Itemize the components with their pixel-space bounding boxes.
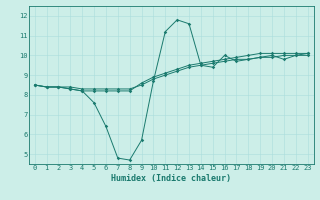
- X-axis label: Humidex (Indice chaleur): Humidex (Indice chaleur): [111, 174, 231, 183]
